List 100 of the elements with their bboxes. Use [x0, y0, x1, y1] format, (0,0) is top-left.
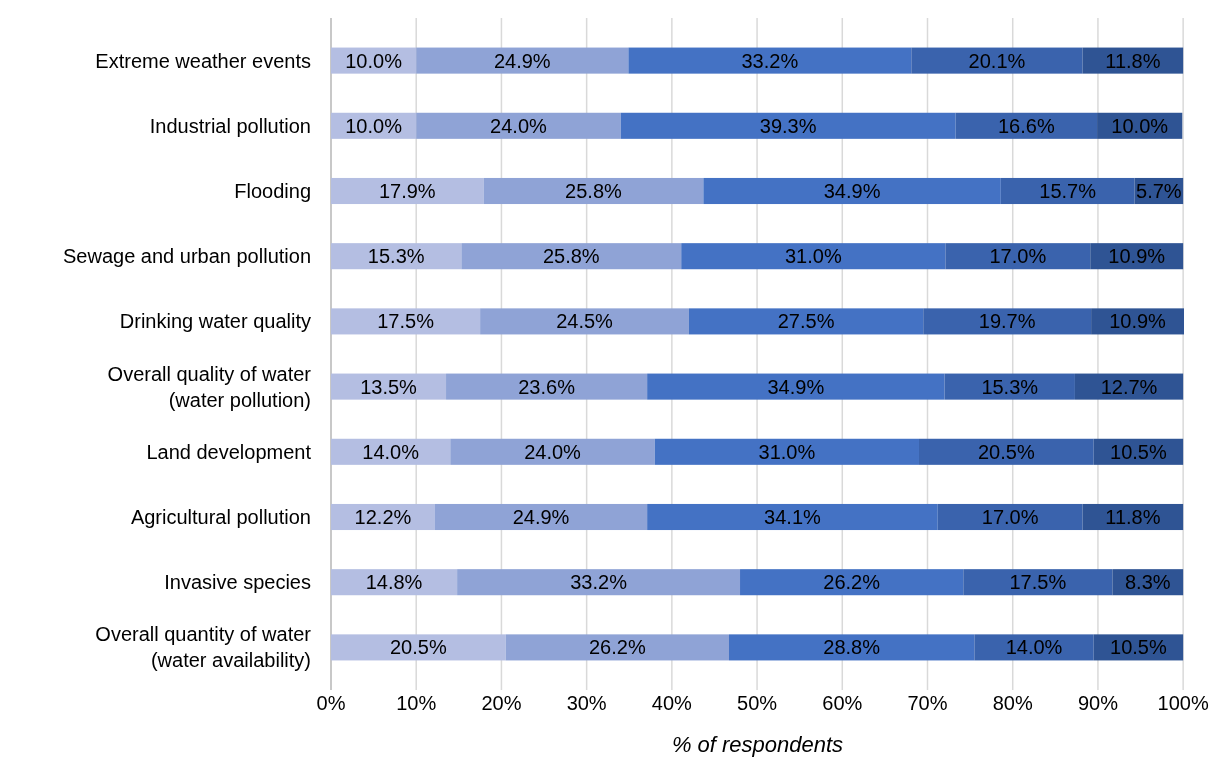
bar [728, 634, 975, 661]
x-tick-label: 100% [1157, 692, 1209, 714]
x-tick-label: 0% [316, 692, 346, 714]
bar [911, 47, 1083, 74]
bar [505, 634, 729, 661]
bar [331, 308, 481, 335]
data-label: 10.0% [345, 114, 403, 137]
y-tick-label: Extreme weather events [95, 49, 311, 72]
data-label: 10.9% [1109, 310, 1167, 333]
data-label: 24.0% [490, 114, 548, 137]
data-label: 17.5% [377, 310, 435, 333]
bar [620, 112, 956, 139]
data-label: 5.7% [1136, 180, 1182, 202]
data-label: 34.1% [764, 506, 821, 528]
data-label: 17.0% [989, 245, 1047, 268]
data-label: 10.9% [1108, 245, 1166, 268]
bar [681, 243, 946, 270]
bar [937, 503, 1083, 531]
bar [647, 373, 945, 400]
data-label: 12.7% [1100, 375, 1158, 398]
bar [416, 47, 629, 74]
data-label: 10.5% [1110, 440, 1167, 463]
data-label: 39.3% [759, 114, 817, 137]
bar [450, 438, 655, 465]
data-label: 17.0% [981, 506, 1039, 528]
data-label: 10.0% [1111, 114, 1169, 137]
x-tick-label: 20% [481, 692, 522, 714]
x-tick-label: 10% [396, 692, 437, 714]
y-tick-label: Flooding [234, 180, 311, 202]
data-label: 25.8% [542, 245, 600, 268]
bar [446, 373, 648, 400]
data-label: 20.1% [968, 49, 1026, 72]
data-label: 17.9% [378, 180, 436, 202]
bar [434, 503, 648, 531]
data-label: 20.5% [977, 440, 1035, 463]
data-label: 34.9% [823, 180, 881, 202]
bar [1000, 177, 1135, 205]
data-label: 31.0% [758, 440, 816, 463]
data-label: 25.8% [565, 180, 623, 202]
x-axis-title: % of respondents [671, 732, 844, 757]
y-tick-label: Drinking water quality [119, 310, 311, 333]
x-tick-label: 90% [1077, 692, 1119, 714]
bar [416, 112, 621, 139]
y-tick-label: Invasive species [164, 571, 311, 594]
bar [331, 634, 506, 661]
y-tick-label: Sewage and urban pollution [63, 245, 311, 268]
bar [688, 308, 924, 335]
data-label: 24.9% [512, 506, 570, 528]
x-tick-label: 70% [907, 692, 948, 714]
bar [923, 308, 1092, 335]
data-label: 8.3% [1124, 571, 1171, 594]
y-tick-label: Agricultural pollution [130, 506, 311, 528]
data-label: 15.3% [367, 245, 425, 268]
data-label: 33.2% [570, 571, 628, 594]
data-label: 20.5% [389, 636, 447, 659]
data-label: 26.2% [588, 636, 646, 659]
bar [647, 503, 938, 531]
data-label: 28.8% [823, 636, 881, 659]
data-label: 24.9% [493, 49, 551, 72]
data-label: 17.5% [1009, 571, 1067, 594]
x-tick-label: 60% [822, 692, 863, 714]
data-label: 14.0% [1005, 636, 1063, 659]
data-label: 11.8% [1105, 506, 1161, 528]
y-tick-label: Industrial pollution [149, 114, 311, 137]
data-label: 19.7% [978, 310, 1036, 333]
data-label: 33.2% [741, 49, 799, 72]
x-tick-label: 50% [737, 692, 778, 714]
data-label: 15.7% [1039, 180, 1097, 202]
data-label: 24.0% [524, 440, 582, 463]
data-label: 23.6% [518, 375, 576, 398]
data-label: 14.0% [362, 440, 420, 463]
y-tick-label: Overall quantity of water (water availability) [95, 623, 312, 672]
y-tick-label: Overall quality of water (water pollution) [107, 362, 312, 411]
data-label: 12.2% [354, 506, 412, 528]
bar [963, 569, 1113, 596]
data-label: 10.0% [345, 49, 403, 72]
data-label: 31.0% [784, 245, 842, 268]
data-label: 15.3% [981, 375, 1039, 398]
data-label: 26.2% [823, 571, 881, 594]
bar [461, 243, 682, 270]
data-label: 11.8% [1105, 49, 1161, 72]
data-label: 14.8% [365, 571, 423, 594]
bar [457, 569, 741, 596]
data-label: 34.9% [767, 375, 825, 398]
x-tick-label: 30% [566, 692, 607, 714]
bar [331, 177, 484, 205]
bar [703, 177, 1001, 205]
bar [480, 308, 689, 335]
x-tick-label: 80% [992, 692, 1033, 714]
bar [654, 438, 919, 465]
bar [945, 243, 1091, 270]
data-label: 10.5% [1110, 636, 1167, 659]
data-label: 24.5% [556, 310, 614, 333]
y-tick-label: Land development [146, 440, 312, 463]
bar [483, 177, 704, 205]
bar [628, 47, 912, 74]
data-label: 27.5% [777, 310, 835, 333]
x-tick-label: 40% [651, 692, 693, 714]
bar [918, 438, 1094, 465]
data-label: 16.6% [997, 114, 1055, 137]
